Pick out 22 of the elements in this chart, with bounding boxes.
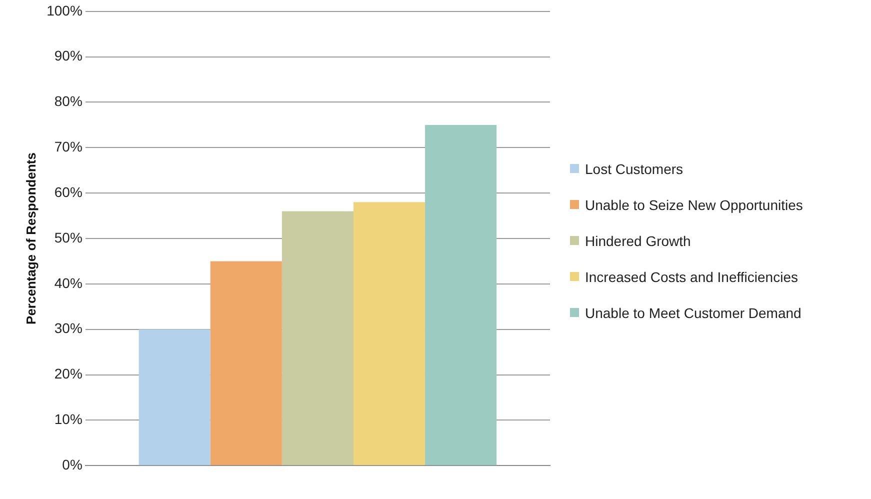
legend-label: Lost Customers: [585, 160, 684, 178]
y-tick-label: 90%: [54, 48, 82, 64]
bar: [138, 329, 210, 466]
y-tick-label: 40%: [54, 274, 82, 291]
bar: [353, 202, 426, 466]
bar: [210, 261, 282, 466]
bar: [425, 124, 497, 466]
bar: [282, 211, 354, 466]
y-tick-label: 100%: [46, 2, 82, 18]
y-axis-title: Percentage of Respondents: [23, 152, 38, 324]
legend-label: Unable to Seize New Opportunities: [585, 196, 803, 214]
y-tick-label: 0%: [62, 456, 82, 472]
y-tick-label: 10%: [54, 411, 82, 428]
y-tick-label: 60%: [54, 184, 82, 200]
y-tick-label: 80%: [54, 93, 82, 110]
legend-label: Increased Costs and Inefficiencies: [585, 268, 798, 286]
y-tick-label: 70%: [54, 138, 82, 155]
y-tick-label: 30%: [54, 320, 82, 336]
legend-label: Hindered Growth: [585, 232, 691, 250]
y-tick-label: 20%: [54, 366, 82, 382]
y-tick-label: 50%: [54, 229, 82, 246]
legend-label: Unable to Meet Customer Demand: [585, 304, 802, 322]
